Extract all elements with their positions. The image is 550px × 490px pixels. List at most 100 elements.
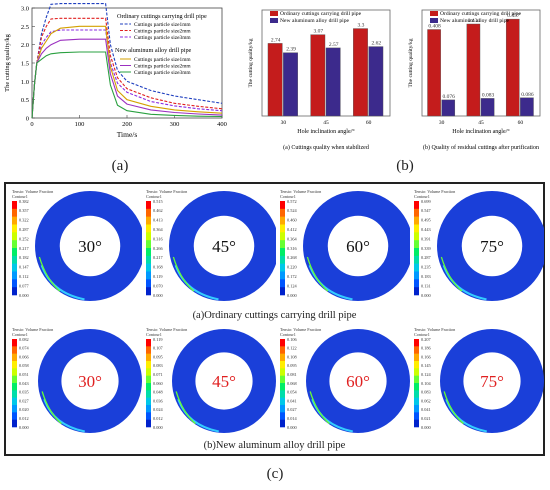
colorbar-tick-label: 0.131 <box>421 283 431 288</box>
colorbar-tick-label: 0.495 <box>421 218 431 223</box>
colorbar-tick-label: 0.081 <box>287 372 297 377</box>
cuttings-bed-peak <box>41 391 62 425</box>
colorbar-segment <box>12 383 17 391</box>
colorbar-tick-label: 0.382 <box>19 199 29 204</box>
y-axis-label: The cutting quality/kg <box>4 33 11 92</box>
colorbar-segment <box>414 419 419 428</box>
colorbar-segment <box>12 271 17 280</box>
cuttings-bed-peak <box>38 256 61 292</box>
colorbar-tick-label: 0.207 <box>421 337 432 342</box>
colorbar-title: Tensio: Volume Fraction <box>146 189 188 194</box>
angle-label: 75° <box>480 237 504 256</box>
colorbar-segment <box>146 405 151 413</box>
colorbar-segment <box>12 201 17 210</box>
colorbar-segment <box>414 232 419 241</box>
colorbar-segment <box>280 412 285 420</box>
x-tick-label: 200 <box>122 121 132 128</box>
colorbar-tick-label: 0.051 <box>19 372 29 377</box>
bar-45-1 <box>310 34 326 117</box>
bar-value-label: 0.408 <box>428 24 441 30</box>
row1-label: (a)Ordinary cuttings carrying drill pipe <box>192 310 357 321</box>
x-tick-label: 0 <box>30 121 33 128</box>
colorbar-tick-label: 0.012 <box>153 416 163 421</box>
colorbar-tick-label: 0.107 <box>153 346 164 351</box>
colorbar-segment <box>280 361 285 369</box>
colorbar-segment <box>12 368 17 376</box>
colorbar-segment <box>12 353 17 362</box>
colorbar-segment <box>146 287 151 296</box>
series-line-6 <box>31 51 223 119</box>
legend-swatch <box>430 18 438 23</box>
colorbar-segment <box>12 240 17 249</box>
legend-swatch <box>430 11 438 16</box>
colorbar-tick-label: 0.000 <box>19 293 29 298</box>
bar-30-2 <box>441 99 456 117</box>
row2-label: (b)New aluminum alloy drill pipe <box>203 440 346 451</box>
colorbar-title: Tensio: Volume Fraction <box>414 189 456 194</box>
colorbar-title: Tensio: Volume Fraction <box>12 189 54 194</box>
colorbar-segment <box>280 405 285 413</box>
drill-pipe-inner <box>193 215 255 277</box>
legend-entry: Cuttings particle size2mm <box>134 29 191 35</box>
legend-group-ordinary: Ordinary cuttings carrying drill pipe <box>117 13 207 20</box>
line-chart-cuttings-quality: 0 0.5 1.0 1.5 2.0 2.5 3.0 0 100 200 300 400 Time/s Th… <box>4 3 227 139</box>
legend-entry: New aluminum alloy drill pipe <box>440 18 509 24</box>
bar-45-1 <box>466 23 481 117</box>
series-line-5 <box>31 38 223 119</box>
colorbar-segment <box>12 216 17 225</box>
category-label: 30 <box>439 120 445 126</box>
contour-panel: Tensio: Volume Fraction Contour1 0.382 0.35… <box>4 182 545 456</box>
colorbar-segment <box>146 248 151 257</box>
y-tick-label: 2.5 <box>21 24 29 31</box>
legend-entry: Cuttings particle size2mm <box>134 64 191 70</box>
colorbar-tick-label: 0.104 <box>421 381 432 386</box>
legend-group-aluminum: New aluminum alloy drill pipe <box>115 47 192 54</box>
category-label: 60 <box>366 120 372 126</box>
colorbar-segment <box>414 255 419 264</box>
colorbar-segment <box>146 263 151 272</box>
colorbar-subtitle: Contour1 <box>146 332 162 337</box>
colorbar-tick-label: 0.060 <box>153 381 163 386</box>
colorbar-segment <box>146 271 151 280</box>
colorbar-tick-label: 0.083 <box>421 390 431 395</box>
bar-chart-residual: 0.408 0.076 30 0.434 0.083 45 0.457 0.086 60 Hole… <box>408 9 541 151</box>
colorbar-segment <box>414 412 419 420</box>
colorbar-segment <box>280 208 285 217</box>
bar-60-1 <box>353 28 368 117</box>
bar-value-label: 0.086 <box>521 92 534 98</box>
angle-label: 30° <box>78 372 102 391</box>
colorbar-segment <box>414 375 419 384</box>
colorbar-segment <box>146 208 151 217</box>
y-tick-label: 0.5 <box>21 97 29 104</box>
colorbar-tick-label: 0.036 <box>153 398 164 403</box>
colorbar-subtitle: Contour1 <box>414 332 430 337</box>
colorbar-tick-label: 0.082 <box>19 337 29 342</box>
colorbar-tick-label: 0.183 <box>421 274 431 279</box>
colorbar-tick-label: 0.054 <box>287 390 298 395</box>
x-tick-label: 300 <box>170 121 180 128</box>
colorbar-tick-label: 0.058 <box>19 363 29 368</box>
colorbar-tick-label: 0.172 <box>287 274 297 279</box>
cuttings-bed-peak <box>440 256 463 292</box>
drill-pipe-inner <box>61 352 119 410</box>
colorbar-segment <box>12 412 17 420</box>
colorbar-tick-label: 0.000 <box>153 293 163 298</box>
colorbar-segment <box>12 232 17 241</box>
colorbar-tick-label: 0.339 <box>421 246 431 251</box>
colorbar-segment <box>280 375 285 384</box>
colorbar-tick-label: 0.119 <box>153 337 163 342</box>
colorbar-tick-label: 0.041 <box>287 398 297 403</box>
category-label: 30 <box>281 120 287 126</box>
cuttings-bed-peak <box>309 391 330 425</box>
colorbar-segment <box>414 353 419 362</box>
colorbar-segment <box>12 287 17 296</box>
y-tick-label: 3.0 <box>21 6 29 13</box>
colorbar-segment <box>280 216 285 225</box>
colorbar-tick-label: 0.000 <box>153 425 163 430</box>
colorbar-tick-label: 0.182 <box>19 255 29 260</box>
